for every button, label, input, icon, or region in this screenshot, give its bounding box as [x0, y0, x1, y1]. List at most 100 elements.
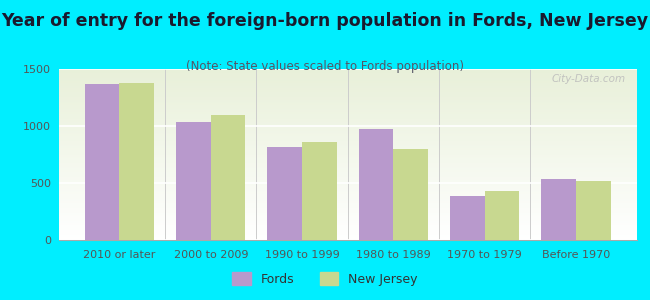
Bar: [450, 196, 485, 240]
Bar: [58, 101, 637, 103]
Bar: [58, 134, 637, 136]
Bar: [58, 105, 637, 106]
Bar: [58, 84, 637, 86]
Bar: [58, 220, 637, 221]
Bar: [58, 127, 637, 129]
Bar: [58, 233, 637, 235]
Bar: [58, 160, 637, 161]
Bar: [58, 125, 637, 127]
Bar: [58, 154, 637, 156]
Bar: [58, 108, 637, 110]
Bar: [58, 201, 637, 203]
Bar: [58, 149, 637, 151]
Bar: [58, 71, 637, 72]
Bar: [58, 88, 637, 89]
Bar: [58, 206, 637, 208]
Bar: [58, 197, 637, 199]
Bar: [58, 96, 637, 98]
Bar: [359, 129, 393, 240]
Bar: [58, 117, 637, 118]
Bar: [58, 151, 637, 153]
Bar: [58, 91, 637, 93]
Bar: [58, 79, 637, 81]
Bar: [58, 170, 637, 172]
Bar: [58, 230, 637, 232]
Bar: [58, 148, 637, 149]
Bar: [58, 120, 637, 122]
Bar: [58, 163, 637, 165]
Bar: [58, 189, 637, 190]
Bar: [58, 115, 637, 117]
Bar: [58, 76, 637, 77]
Bar: [58, 146, 637, 148]
Bar: [58, 110, 637, 112]
Bar: [58, 194, 637, 196]
Bar: [485, 191, 519, 240]
Bar: [58, 177, 637, 178]
Bar: [58, 156, 637, 158]
Legend: Fords, New Jersey: Fords, New Jersey: [227, 267, 422, 291]
Bar: [58, 185, 637, 187]
Bar: [576, 181, 611, 240]
Bar: [58, 106, 637, 108]
Bar: [302, 142, 337, 240]
Bar: [393, 149, 428, 240]
Bar: [58, 204, 637, 206]
Bar: [176, 122, 211, 240]
Bar: [58, 192, 637, 194]
Bar: [58, 172, 637, 173]
Bar: [58, 161, 637, 163]
Bar: [58, 141, 637, 142]
Bar: [58, 214, 637, 216]
Bar: [58, 137, 637, 139]
Bar: [58, 142, 637, 144]
Bar: [58, 226, 637, 228]
Bar: [58, 144, 637, 146]
Bar: [58, 213, 637, 214]
Bar: [58, 158, 637, 160]
Bar: [58, 187, 637, 189]
Bar: [58, 165, 637, 167]
Bar: [58, 237, 637, 238]
Bar: [58, 129, 637, 130]
Bar: [58, 196, 637, 197]
Bar: [58, 122, 637, 124]
Bar: [58, 216, 637, 218]
Bar: [58, 167, 637, 168]
Bar: [58, 93, 637, 95]
Bar: [58, 190, 637, 192]
Bar: [211, 115, 246, 240]
Bar: [58, 83, 637, 84]
Bar: [58, 72, 637, 74]
Bar: [84, 84, 120, 240]
Bar: [58, 232, 637, 233]
Bar: [541, 179, 576, 240]
Bar: [58, 95, 637, 96]
Bar: [58, 139, 637, 141]
Text: (Note: State values scaled to Fords population): (Note: State values scaled to Fords popu…: [186, 60, 464, 73]
Bar: [58, 182, 637, 184]
Bar: [58, 223, 637, 225]
Bar: [58, 173, 637, 175]
Bar: [58, 178, 637, 180]
Bar: [58, 112, 637, 113]
Bar: [58, 132, 637, 134]
Bar: [58, 175, 637, 177]
Bar: [58, 208, 637, 209]
Bar: [58, 225, 637, 226]
Bar: [58, 89, 637, 91]
Bar: [58, 202, 637, 204]
Bar: [58, 103, 637, 105]
Bar: [58, 153, 637, 154]
Bar: [120, 83, 154, 240]
Bar: [58, 86, 637, 88]
Bar: [58, 235, 637, 237]
Bar: [267, 146, 302, 240]
Bar: [58, 168, 637, 170]
Bar: [58, 77, 637, 79]
Bar: [58, 221, 637, 223]
Bar: [58, 118, 637, 120]
Bar: [58, 74, 637, 76]
Bar: [58, 136, 637, 137]
Bar: [58, 184, 637, 185]
